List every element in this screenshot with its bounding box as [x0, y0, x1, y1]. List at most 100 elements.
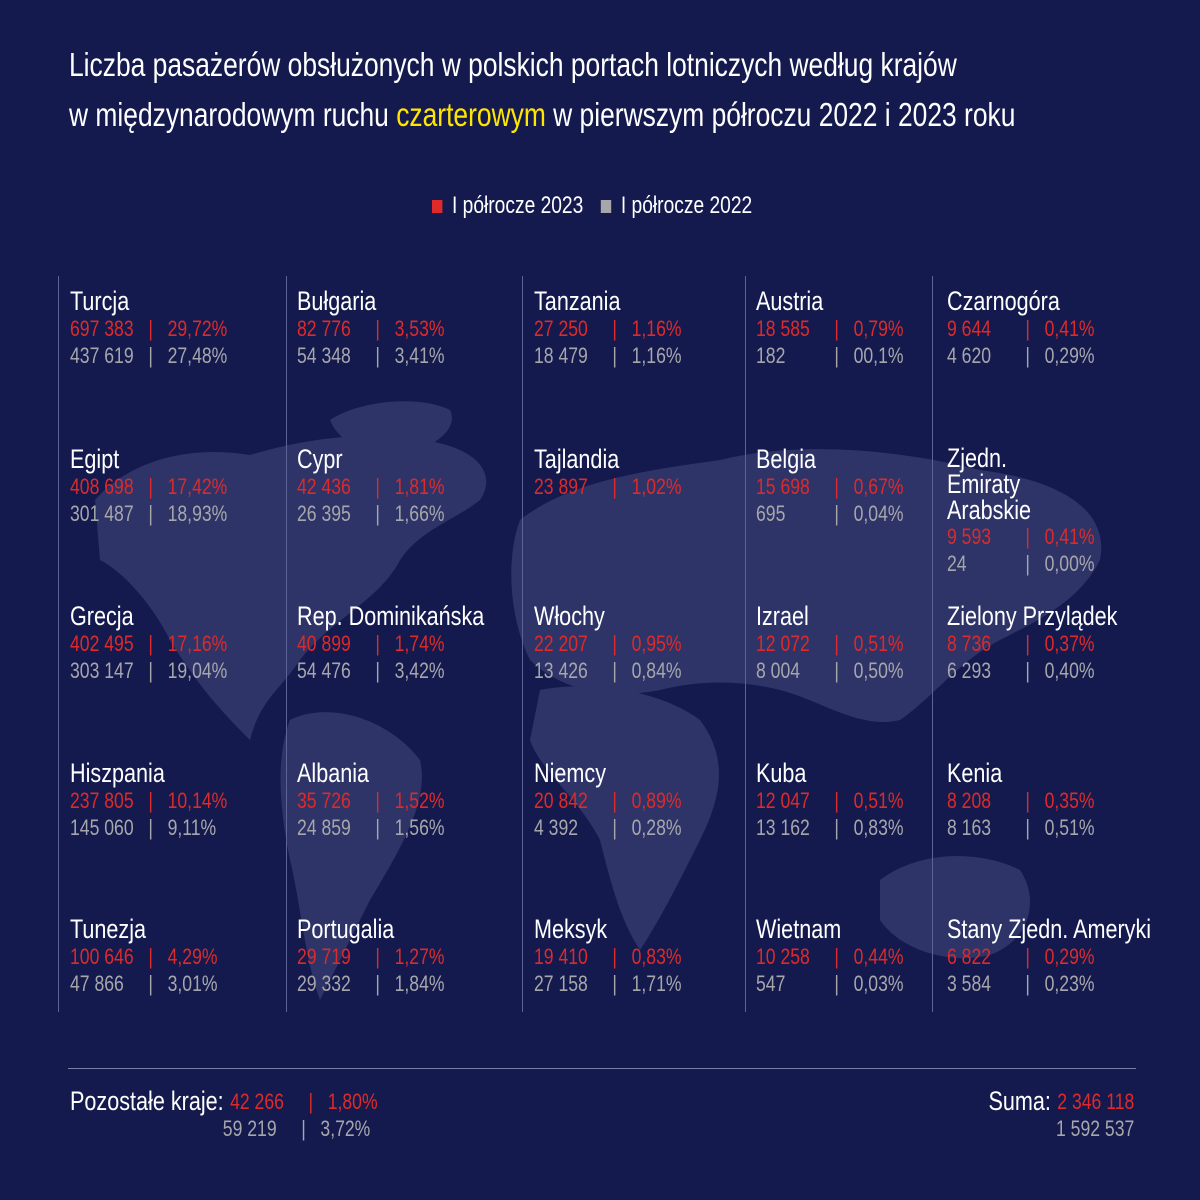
country-name: Wietnam	[756, 914, 842, 944]
country-name: Egipt	[70, 444, 120, 474]
separator: |	[375, 944, 380, 969]
map-north-america	[95, 435, 487, 740]
values-2022: 24 | 0,00%	[947, 550, 1095, 577]
separator: |	[1025, 658, 1030, 683]
total-label: Suma:	[988, 1086, 1051, 1116]
value-2022: 54 476	[297, 658, 351, 683]
share-2022: 19,04%	[167, 658, 228, 683]
separator: |	[148, 944, 153, 969]
separator: |	[1025, 551, 1030, 576]
share-2023: 4,29%	[167, 944, 218, 969]
value-2022: 47 866	[70, 971, 124, 996]
separator: |	[612, 815, 617, 840]
separator: |	[834, 971, 839, 996]
separator: |	[375, 316, 380, 341]
values-2023: 20 842 | 0,89%	[534, 787, 682, 814]
country-cell: Grecja 402 495 | 17,16% 303 147 | 19,04%	[70, 602, 227, 684]
title-line-2: w międzynarodowym ruchu czarterowym w pi…	[69, 90, 1189, 140]
values-2022: 6 293 | 0,40%	[947, 657, 1117, 684]
country-name: Izrael	[756, 601, 809, 631]
values-2022: 13 162 | 0,83%	[756, 814, 904, 841]
value-2022: 54 348	[297, 343, 351, 368]
share-2023: 1,74%	[394, 631, 445, 656]
values-2022: 26 395 | 1,66%	[297, 500, 445, 527]
values-2023: 22 207 | 0,95%	[534, 630, 682, 657]
values-2023: 29 719 | 1,27%	[297, 943, 445, 970]
value-2022: 145 060	[70, 815, 134, 840]
share-2022: 3,41%	[394, 343, 445, 368]
share-2022: 1,66%	[394, 501, 445, 526]
separator: |	[148, 316, 153, 341]
value-2022: 24	[947, 551, 967, 576]
legend-label-2022: I półrocze 2022	[620, 192, 753, 219]
share-2022: 3,01%	[167, 971, 218, 996]
share-2023: 3,53%	[394, 316, 445, 341]
separator: |	[308, 1089, 314, 1114]
value-2022: 4 392	[534, 815, 579, 840]
values-2023: 12 072 | 0,51%	[756, 630, 904, 657]
country-name: Tajlandia	[534, 444, 620, 474]
share-2022: 1,84%	[394, 971, 445, 996]
value-2022: 13 426	[534, 658, 588, 683]
share-2022: 0,00%	[1044, 551, 1095, 576]
value-2023: 9 593	[947, 524, 992, 549]
value-2023: 12 047	[756, 788, 810, 813]
values-2023: 12 047 | 0,51%	[756, 787, 904, 814]
country-name: Zielony Przylądek	[947, 601, 1118, 631]
value-2022: 301 487	[70, 501, 134, 526]
separator: |	[375, 631, 380, 656]
country-cell: Tajlandia 23 897 | 1,02%	[534, 445, 682, 500]
values-2023: 8 736 | 0,37%	[947, 630, 1117, 657]
share-2023: 0,41%	[1044, 316, 1095, 341]
share-2023: 0,95%	[631, 631, 682, 656]
values-2023: 100 646 | 4,29%	[70, 943, 218, 970]
other-countries: Pozostałe kraje: 42 266 | 1,80% 59 219 | 3,72…	[70, 1088, 378, 1142]
country-name: Austria	[756, 286, 824, 316]
share-2023: 0,41%	[1044, 524, 1095, 549]
value-2022: 6 293	[947, 658, 992, 683]
total: Suma: 2 346 118 1 592 537	[988, 1088, 1134, 1142]
value-2023: 100 646	[70, 944, 134, 969]
values-2022: 47 866 | 3,01%	[70, 970, 218, 997]
map-south-america	[280, 712, 422, 1000]
value-2023: 15 698	[756, 474, 810, 499]
country-name: Czarnogóra	[947, 286, 1060, 316]
separator: |	[375, 658, 380, 683]
share-2023: 0,35%	[1044, 788, 1095, 813]
separator: |	[612, 944, 617, 969]
column-divider	[286, 276, 287, 1012]
country-cell: Tunezja 100 646 | 4,29% 47 866 | 3,01%	[70, 915, 218, 997]
total-value-2023: 2 346 118	[1057, 1089, 1134, 1114]
values-2022: 18 479 | 1,16%	[534, 342, 682, 369]
share-2022: 0,51%	[1044, 815, 1095, 840]
other-label: Pozostałe kraje:	[70, 1086, 224, 1116]
value-2022: 29 332	[297, 971, 351, 996]
values-2022: 3 584 | 0,23%	[947, 970, 1151, 997]
share-2022: 1,16%	[631, 343, 682, 368]
separator: |	[148, 501, 153, 526]
separator: |	[834, 501, 839, 526]
values-2022: 27 158 | 1,71%	[534, 970, 682, 997]
values-2023: 27 250 | 1,16%	[534, 315, 682, 342]
separator: |	[301, 1116, 306, 1141]
country-name: Tanzania	[534, 286, 621, 316]
values-2023: 35 726 | 1,52%	[297, 787, 445, 814]
country-name: Turcja	[70, 286, 130, 316]
share-2022: 0,23%	[1044, 971, 1095, 996]
values-2023: 23 897 | 1,02%	[534, 473, 682, 500]
value-2022: 3 584	[947, 971, 992, 996]
country-cell: Włochy 22 207 | 0,95% 13 426 | 0,84%	[534, 602, 682, 684]
separator: |	[834, 658, 839, 683]
values-2022: 4 620 | 0,29%	[947, 342, 1095, 369]
map-australia	[880, 856, 1030, 959]
country-cell: Meksyk 19 410 | 0,83% 27 158 | 1,71%	[534, 915, 682, 997]
country-name: Hiszpania	[70, 758, 165, 788]
share-2023: 29,72%	[167, 316, 228, 341]
country-name: Cypr	[297, 444, 343, 474]
value-2023: 19 410	[534, 944, 588, 969]
separator: |	[375, 474, 380, 499]
country-cell: Izrael 12 072 | 0,51% 8 004 | 0,50%	[756, 602, 904, 684]
value-2023: 6 822	[947, 944, 992, 969]
legend-item-2023: I półrocze 2023	[432, 192, 583, 220]
